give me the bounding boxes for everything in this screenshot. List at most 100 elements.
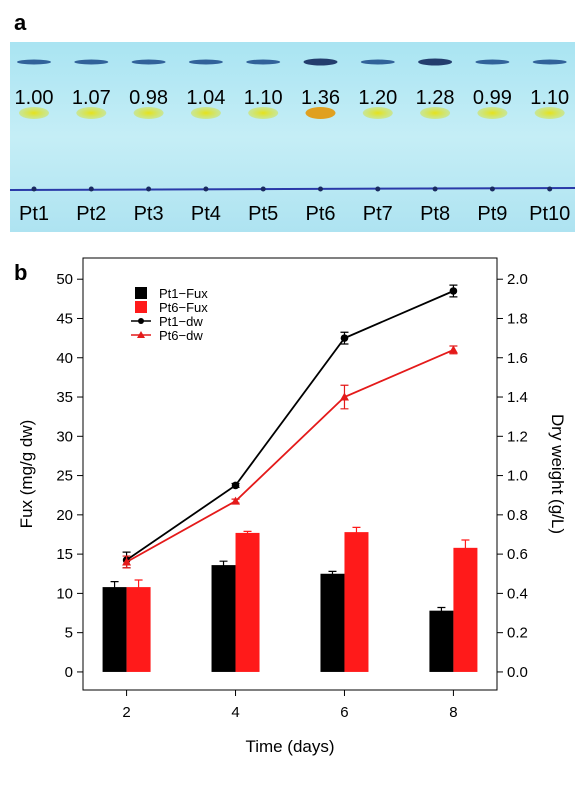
marker [231,481,240,490]
rf-value: 1.10 [244,87,283,109]
y2-tick-label: 1.8 [507,310,528,327]
bar [344,532,369,672]
origin-dot [260,186,266,192]
y-tick-label: 20 [56,507,73,524]
panel-label: b [14,260,27,285]
legend-marker [137,331,145,338]
spot [362,107,393,119]
error-bar [328,570,337,577]
bar [235,532,260,672]
y-tick-label: 25 [56,468,73,485]
lane-label: Pt4 [191,203,221,225]
spot [248,107,279,119]
legend-label: Pt1−Fux [159,286,208,301]
bar [102,587,127,672]
spot [76,107,107,119]
bar [453,547,478,672]
spot [305,107,336,119]
bar [429,610,454,672]
rf-value: 0.98 [129,87,168,109]
rf-value: 1.36 [301,87,340,109]
band [532,59,567,65]
y2-tick-label: 2.0 [507,271,528,288]
error-bar [437,606,446,615]
bar [126,587,151,672]
legend-swatch [135,301,147,313]
legend-swatch [135,287,147,299]
y-tick-label: 10 [56,585,73,602]
marker [339,392,349,401]
band [131,59,166,65]
rf-value: 1.28 [416,87,455,109]
marker [340,334,349,342]
band [246,59,281,65]
baseline [9,187,576,191]
y2-tick-label: 0.0 [507,664,528,681]
lane-label: Pt1 [19,203,49,225]
x-tick-label: 6 [340,704,348,721]
lane-label: Pt9 [477,203,507,225]
marker [122,557,132,566]
x-tick-label: 4 [231,704,239,721]
error-bar [243,530,252,536]
origin-dot [375,186,381,192]
y2-tick-label: 1.6 [507,350,528,367]
line [126,290,454,561]
marker [449,287,458,295]
band [360,59,395,65]
origin-dot [31,186,37,192]
y2-tick-label: 1.0 [507,468,528,485]
band [475,59,510,65]
marker [448,345,458,354]
lane-label: Pt10 [529,203,570,225]
y2-axis-label: Dry weight (g/L) [548,414,567,534]
plot-frame [82,257,498,691]
band [74,59,109,65]
band [188,59,223,65]
lane-label: Pt7 [363,203,393,225]
origin-dot [203,186,209,192]
lane-label: Pt8 [420,203,450,225]
y-tick-label: 40 [56,350,73,367]
marker [231,496,241,505]
lane-label: Pt3 [134,203,164,225]
y-tick-label: 45 [56,310,73,327]
origin-dot [432,186,438,192]
band [303,58,338,66]
x-axis-label: Time (days) [245,737,334,756]
bar [211,565,236,672]
band [17,59,51,65]
x-tick-label: 8 [449,704,457,721]
panel-label: a [14,10,27,35]
y2-tick-label: 1.4 [507,389,528,406]
y-tick-label: 50 [56,271,73,288]
y2-tick-label: 0.6 [507,546,528,563]
origin-dot [318,186,323,192]
error-bar [352,526,361,538]
error-bar [110,581,119,594]
spot [534,107,565,119]
line [126,349,454,563]
legend-label: Pt1−dw [159,314,203,329]
legend-label: Pt6−dw [159,328,203,343]
rf-value: 1.00 [15,87,54,109]
lane-label: Pt6 [305,203,335,225]
rf-value: 1.07 [72,87,111,109]
rf-value: 1.10 [530,87,569,109]
spot [133,107,164,119]
band [418,58,453,66]
legend-marker [138,318,144,324]
spot [190,107,221,119]
spot [477,107,508,119]
spot [19,107,49,119]
y-axis-label: Fux (mg/g dw) [17,420,36,529]
error-bar [134,579,143,595]
error-bar [219,560,228,570]
origin-dot [547,186,553,192]
origin-dot [146,186,152,192]
y-tick-label: 35 [56,389,73,406]
lane-label: Pt5 [248,203,278,225]
bar [320,573,345,672]
rf-value: 1.20 [358,87,397,109]
